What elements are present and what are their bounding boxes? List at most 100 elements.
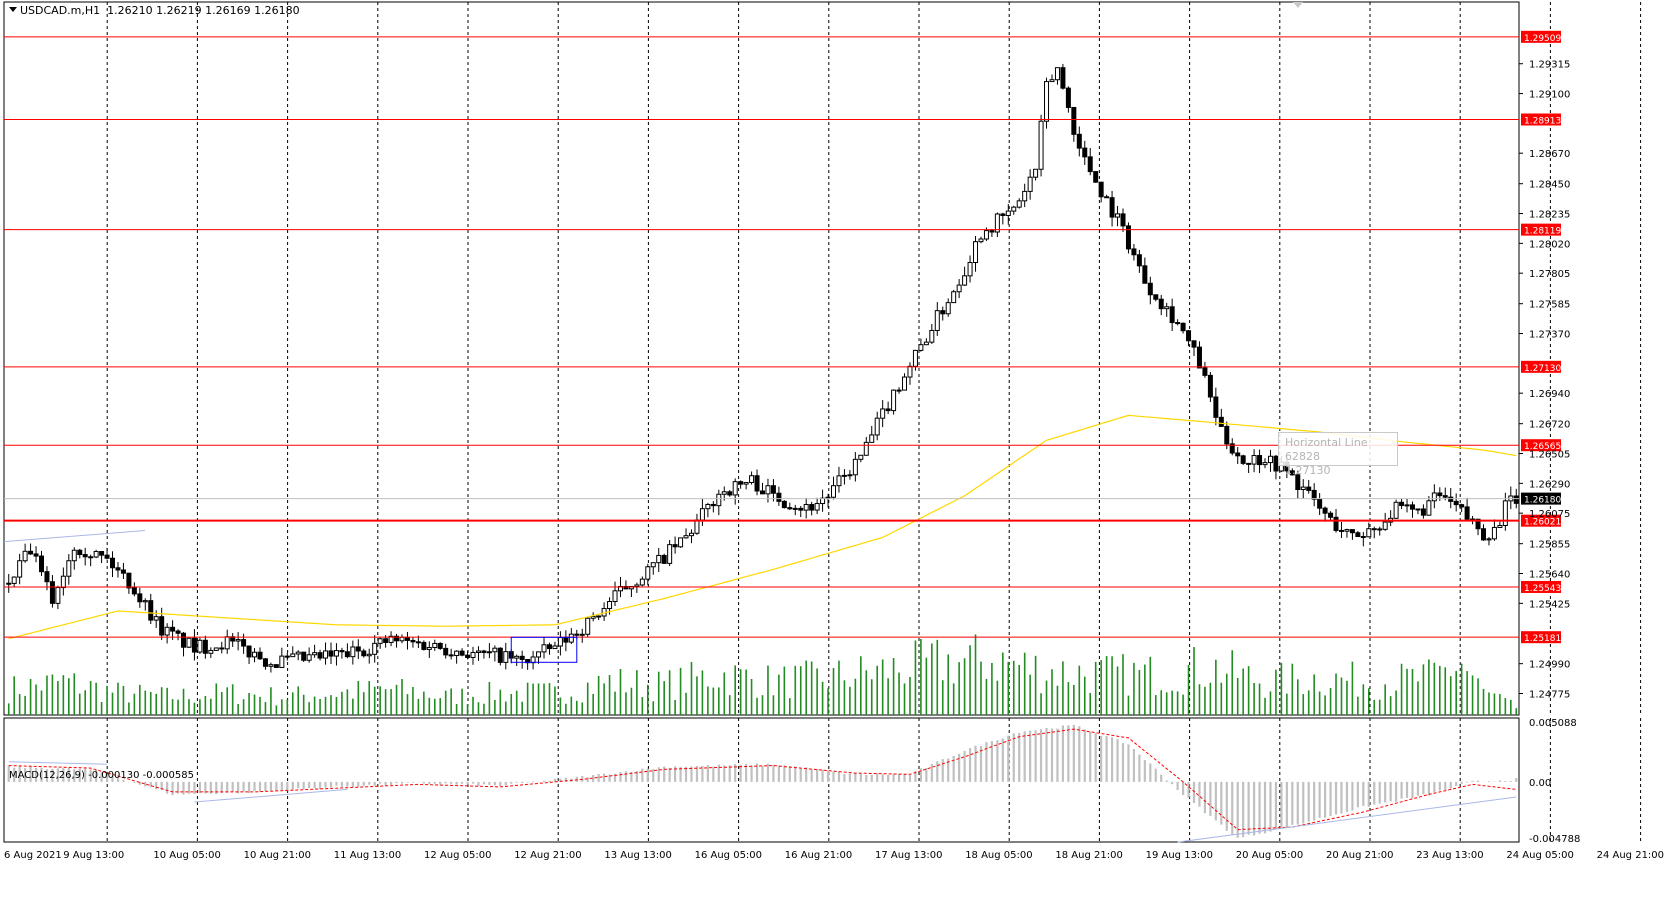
price-level-tag: [1521, 514, 1561, 527]
price-level-tag: [1521, 223, 1561, 236]
price-tick-label: 1.28235: [1529, 210, 1570, 221]
candle-body: [241, 639, 247, 647]
candle-body: [1415, 508, 1421, 511]
candle-body: [366, 653, 372, 657]
macd-trend-line: [8, 761, 108, 765]
candle-body: [126, 572, 132, 589]
candle-body: [273, 664, 279, 668]
candle-body: [181, 632, 187, 648]
shift-marker-icon[interactable]: [1293, 2, 1303, 8]
candle-body: [1360, 536, 1366, 539]
candle-body: [983, 230, 989, 240]
candle-body: [667, 544, 673, 564]
candle-body: [781, 500, 787, 509]
candle-body: [1311, 489, 1317, 500]
current-price-tag: [1521, 492, 1561, 505]
candle-body: [170, 626, 176, 632]
candle-body: [142, 600, 148, 603]
candle-body: [1475, 518, 1481, 530]
candle-body: [202, 639, 208, 654]
candle-body: [1158, 298, 1164, 310]
candle-body: [290, 653, 296, 658]
candle-body: [1071, 106, 1077, 135]
candle-body: [1459, 504, 1465, 508]
candle-body: [1480, 528, 1486, 541]
candle-body: [22, 550, 28, 562]
candle-body: [787, 507, 793, 510]
candle-body: [1016, 200, 1022, 208]
candle-body: [443, 647, 449, 656]
candle-body: [1442, 495, 1448, 498]
candle-body: [885, 408, 891, 412]
candle-body: [847, 474, 853, 477]
candle-body: [175, 630, 181, 634]
candle-body: [880, 408, 886, 419]
candle-body: [159, 616, 165, 636]
time-tick-label: 20 Aug 05:00: [1236, 850, 1303, 861]
price-tick-label: 1.28450: [1529, 180, 1570, 191]
candle-body: [1322, 507, 1328, 514]
candle-body: [929, 329, 935, 343]
candle-body: [1355, 532, 1361, 538]
candle-body: [404, 636, 410, 641]
candle-body: [1005, 210, 1011, 217]
main-chart-frame: [3, 1, 1520, 716]
time-tick-label: 11 Aug 13:00: [334, 850, 401, 861]
candle-body: [71, 549, 77, 562]
candle-body: [874, 417, 880, 436]
candle-body: [803, 503, 809, 511]
candle-body: [962, 275, 968, 286]
candle-body: [798, 507, 804, 511]
candle-body: [186, 637, 192, 648]
candle-body: [923, 341, 929, 346]
candle-body: [1437, 492, 1443, 497]
candle-body: [1027, 176, 1033, 192]
candle-body: [361, 650, 367, 657]
candle-body: [1180, 322, 1186, 332]
price-level-label: 1.29509: [1524, 34, 1561, 44]
price-tick-label: 1.25425: [1529, 599, 1570, 610]
candle-body: [164, 626, 170, 636]
candle-body: [219, 647, 225, 650]
candle-body: [1054, 67, 1060, 81]
candle-body: [1502, 500, 1508, 526]
candle-body: [235, 639, 241, 642]
time-tick-label: 23 Aug 13:00: [1416, 850, 1483, 861]
price-tick-label: 1.29315: [1529, 60, 1570, 71]
symbol-dropdown-icon[interactable]: [9, 7, 17, 12]
candle-body: [574, 633, 580, 636]
candle-body: [514, 655, 520, 659]
candle-body: [1098, 181, 1104, 198]
candle-body: [1267, 455, 1273, 464]
candle-body: [1104, 196, 1110, 199]
candle-body: [1453, 500, 1459, 506]
candle-body: [191, 637, 197, 653]
candle-body: [934, 310, 940, 331]
candle-body: [776, 492, 782, 502]
price-tick-label: 1.26940: [1529, 389, 1570, 400]
price-level-tag: [1521, 30, 1561, 43]
candle-body: [1076, 133, 1082, 149]
candle-body: [257, 651, 263, 660]
candle-body: [208, 649, 214, 654]
candle-body: [743, 482, 749, 485]
price-level-tag: [1521, 113, 1561, 126]
candle-body: [656, 554, 662, 564]
candle-body: [279, 655, 285, 668]
rectangle-annotation: [510, 636, 578, 663]
candle-body: [1191, 340, 1197, 348]
candle-body: [1349, 529, 1355, 534]
candle-body: [344, 651, 350, 658]
candle-body: [1251, 455, 1257, 465]
macd-indicator-label: MACD(12,26,9) -0.000130 -0.000585: [9, 770, 194, 781]
candle-body: [907, 365, 913, 378]
candle-body: [301, 651, 307, 661]
candle-body: [284, 655, 290, 658]
candle-body: [1120, 213, 1126, 227]
candle-body: [1065, 87, 1071, 108]
candle-body: [546, 644, 552, 650]
candle-body: [1218, 416, 1224, 427]
candle-body: [852, 458, 858, 476]
candle-body: [1142, 265, 1148, 284]
